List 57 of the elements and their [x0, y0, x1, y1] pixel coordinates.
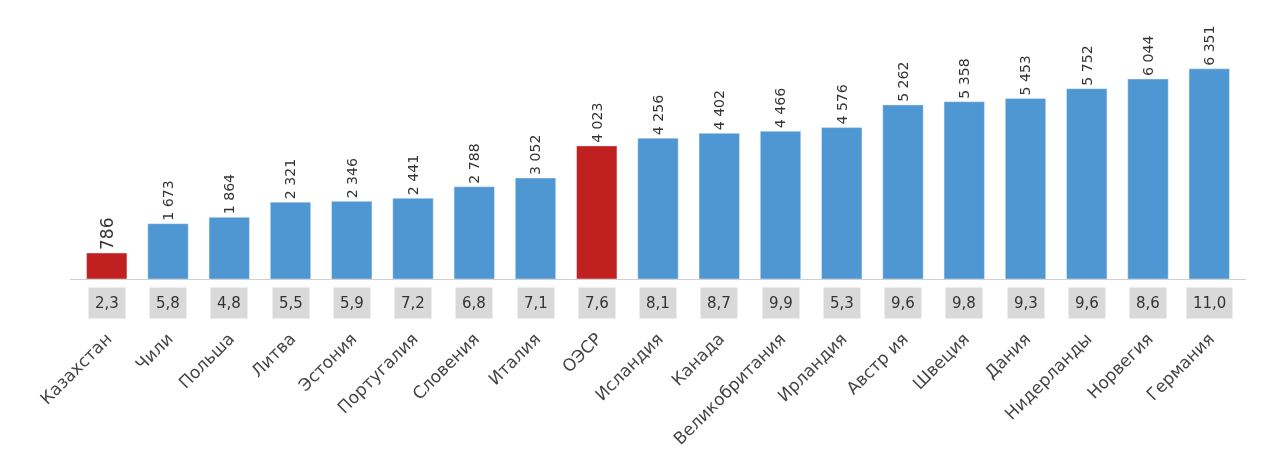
bar	[1005, 98, 1046, 279]
bar	[147, 223, 189, 279]
data-label: 1 673	[159, 180, 176, 221]
bar	[943, 101, 985, 279]
data-label: 2 321	[282, 158, 299, 200]
bar	[331, 201, 373, 279]
data-label: 4 256	[649, 94, 666, 136]
text: 8,7	[707, 294, 731, 312]
data-label: 786	[96, 217, 117, 250]
data-label: 2 788	[466, 143, 483, 184]
bar	[515, 177, 556, 279]
bar	[1188, 68, 1230, 279]
data-label: 5 358	[956, 58, 973, 99]
text: 7,6	[585, 294, 609, 312]
bar	[208, 217, 250, 279]
bar	[392, 197, 434, 279]
text: 8,1	[646, 294, 670, 312]
text: 9,3	[1014, 294, 1038, 312]
text: 5,3	[830, 294, 854, 312]
text: 5,9	[340, 294, 364, 312]
text: 9,6	[1075, 294, 1099, 312]
data-label: 5 453	[1017, 55, 1034, 96]
data-label: 1 864	[221, 173, 238, 215]
data-label: 2 441	[404, 154, 421, 196]
data-label: 4 023	[588, 102, 605, 143]
data-label: 4 576	[833, 84, 850, 125]
bar	[453, 186, 495, 279]
data-label: 5 752	[1078, 45, 1095, 86]
bar	[270, 201, 311, 279]
text: 4,8	[217, 294, 241, 312]
bar	[576, 145, 618, 279]
bar	[86, 252, 128, 279]
data-label: 4 402	[711, 89, 728, 131]
data-label: 6 351	[1201, 25, 1218, 66]
text: 9,8	[952, 294, 976, 312]
text: 9,6	[891, 294, 915, 312]
text: 9,9	[769, 294, 793, 312]
bar	[1066, 88, 1108, 279]
bar	[637, 137, 679, 279]
data-label: 2 346	[343, 157, 360, 199]
text: 5,8	[156, 294, 180, 312]
bar	[1127, 78, 1169, 279]
data-label: 3 052	[527, 134, 544, 175]
bar	[882, 104, 924, 279]
text: 7,2	[401, 294, 425, 312]
bar	[821, 127, 863, 279]
text: 2,3	[95, 294, 119, 312]
text: 8,6	[1136, 294, 1160, 312]
text: 6,8	[462, 294, 486, 312]
bar	[698, 133, 740, 279]
bar	[760, 130, 801, 279]
text: 7,1	[524, 294, 548, 312]
text: 5,5	[279, 294, 303, 312]
text: 11,0	[1193, 294, 1227, 312]
data-label: 4 466	[772, 87, 789, 129]
data-label: 5 262	[894, 61, 911, 102]
data-label: 6 044	[1139, 35, 1156, 76]
